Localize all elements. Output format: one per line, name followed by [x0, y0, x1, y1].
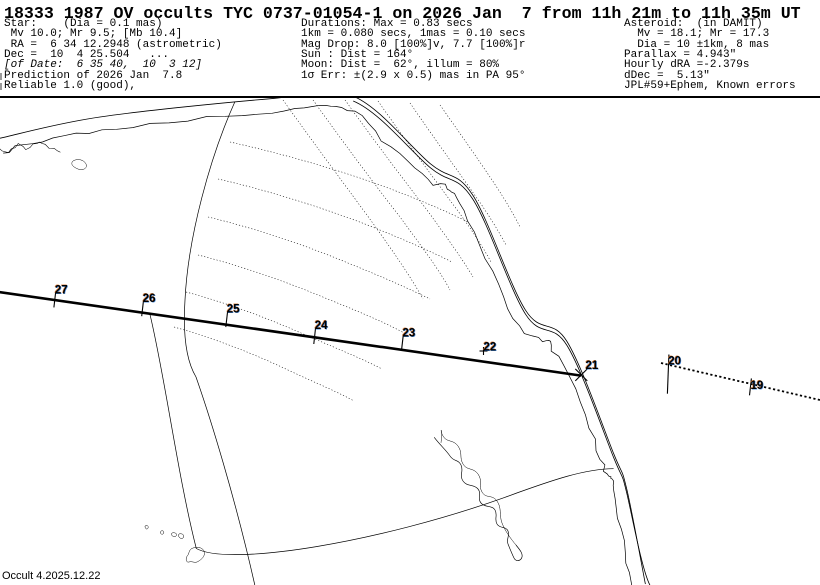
svg-text:21: 21	[586, 360, 599, 372]
svg-text:22: 22	[484, 342, 497, 354]
svg-text:26: 26	[143, 293, 156, 305]
svg-text:25: 25	[227, 304, 240, 316]
svg-text:19: 19	[751, 380, 764, 392]
svg-text:Occult 4.2025.12.22: Occult 4.2025.12.22	[2, 570, 100, 582]
svg-text:24: 24	[315, 320, 328, 332]
svg-text:23: 23	[403, 328, 416, 340]
svg-text:20: 20	[668, 356, 681, 368]
svg-text:27: 27	[55, 284, 68, 296]
